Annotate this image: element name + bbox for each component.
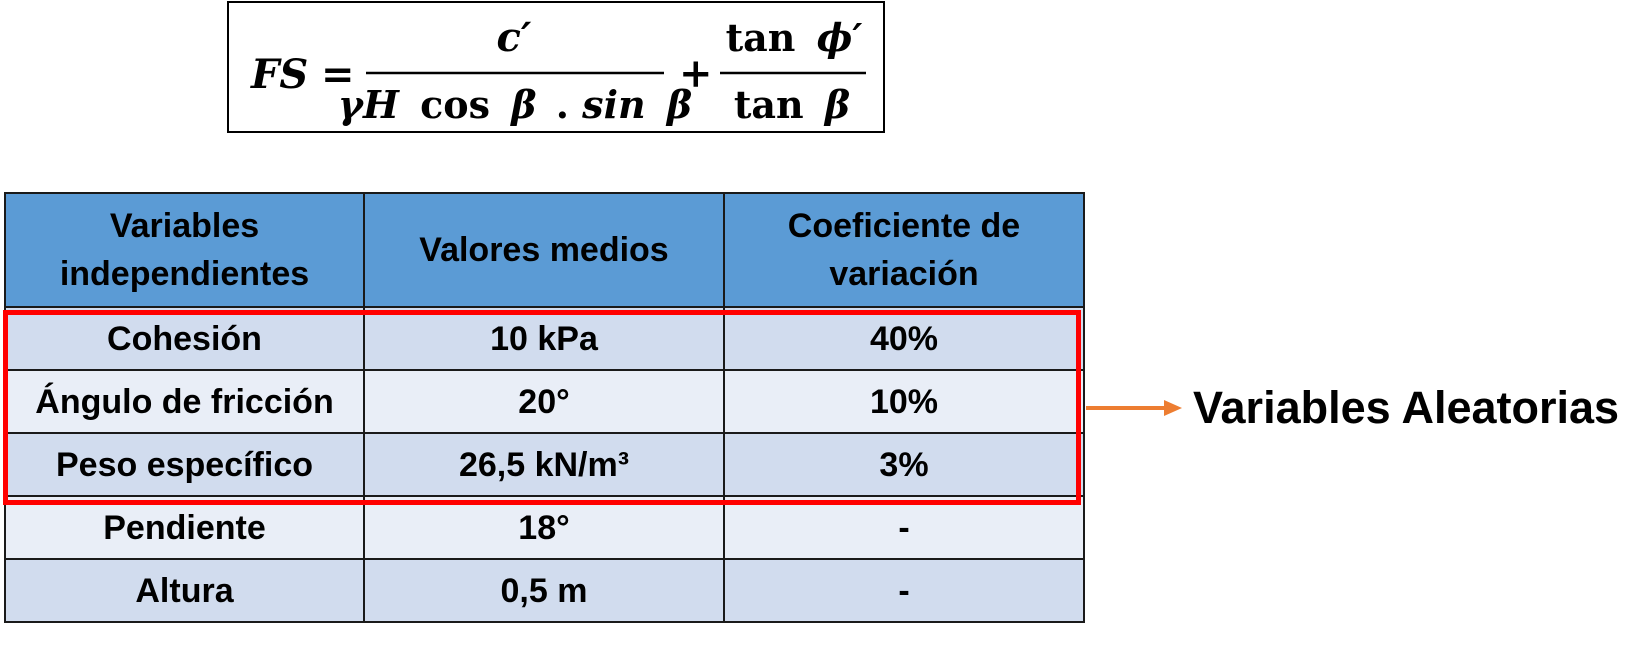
cell-variable: Altura [4, 558, 365, 623]
table-row: Peso específico 26,5 kN/m³ 3% [4, 432, 1085, 497]
cell-mean-value: 18° [363, 495, 725, 560]
cell-variable: Ángulo de fricción [4, 369, 365, 434]
formula-equals: = [321, 51, 355, 98]
table-row: Cohesión 10 kPa 40% [4, 306, 1085, 371]
cell-cv: 3% [723, 432, 1085, 497]
header-line: independientes [59, 255, 310, 293]
table-row: Ángulo de fricción 20° 10% [4, 369, 1085, 434]
formula-frac2-denominator: tan β [734, 82, 850, 127]
header-valores-medios: Valores medios [363, 192, 725, 308]
header-line: Valores medios [419, 231, 669, 269]
header-line: Variables [109, 207, 260, 245]
header-variables-independientes: Variables independientes [4, 192, 365, 308]
formula-frac1-numerator: c′ [497, 14, 532, 61]
cell-cv: 10% [723, 369, 1085, 434]
header-coeficiente-variacion: Coeficiente de variación [723, 192, 1085, 308]
cell-mean-value: 10 kPa [363, 306, 725, 371]
cell-variable: Peso específico [4, 432, 365, 497]
cell-variable: Cohesión [4, 306, 365, 371]
cell-mean-value: 26,5 kN/m³ [363, 432, 725, 497]
table-header-row: Variables independientes Valores medios … [4, 192, 1085, 308]
table-row: Pendiente 18° - [4, 495, 1085, 560]
cell-mean-value: 0,5 m [363, 558, 725, 623]
formula-box: FS = c′ γH cos β . sin β + tan ϕ′ tan β [227, 1, 885, 133]
header-line: Coeficiente de [787, 207, 1021, 245]
formula-frac1-denominator: γH cos β . sin β [338, 82, 692, 127]
formula-plus: + [679, 50, 713, 97]
formula-lhs: FS [250, 51, 308, 98]
formula-svg: FS = c′ γH cos β . sin β + tan ϕ′ tan β [250, 14, 866, 127]
cell-cv: - [723, 558, 1085, 623]
cell-cv: 40% [723, 306, 1085, 371]
random-variables-label: Variables Aleatorias [1193, 382, 1620, 433]
formula-frac2-numerator: tan ϕ′ [726, 15, 863, 60]
arrow-right-icon [1086, 400, 1182, 416]
table-row: Altura 0,5 m - [4, 558, 1085, 623]
variables-table: Variables independientes Valores medios … [4, 192, 1085, 623]
cell-variable: Pendiente [4, 495, 365, 560]
cell-mean-value: 20° [363, 369, 725, 434]
cell-cv: - [723, 495, 1085, 560]
header-line: variación [829, 255, 979, 293]
